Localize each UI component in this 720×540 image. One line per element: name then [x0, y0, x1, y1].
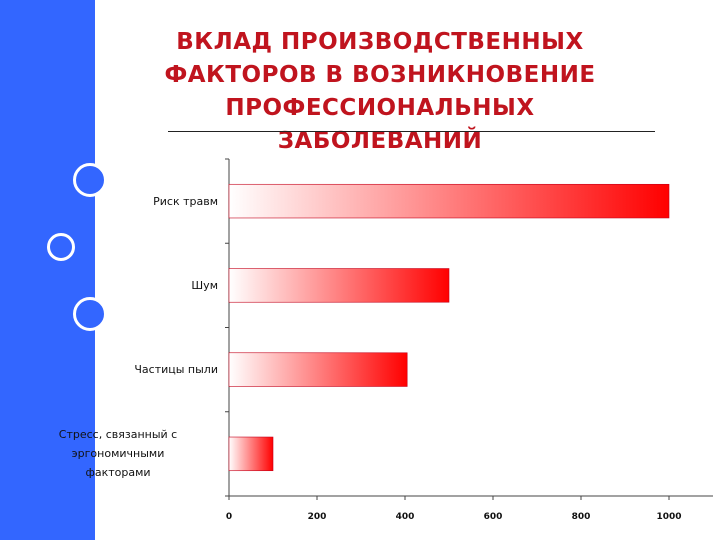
decor-circle-top — [73, 163, 107, 197]
category-label: Частицы пыли — [18, 360, 218, 379]
category-label: Риск травм — [18, 192, 218, 211]
bar — [228, 436, 274, 472]
category-label-line: Стресс, связанный с — [58, 428, 178, 442]
category-label-line: Частицы пыли — [134, 363, 218, 377]
title-divider — [168, 131, 655, 132]
x-tick-label: 400 — [396, 512, 415, 522]
category-label-line: эргономичными — [71, 447, 165, 461]
category-label-line: факторами — [85, 466, 151, 480]
bar — [228, 183, 670, 219]
category-label: Стресс, связанный с эргономичными факторам… — [18, 425, 218, 482]
x-tick-label: 200 — [308, 512, 327, 522]
category-label-line: Риск травм — [153, 194, 218, 208]
side-band — [0, 0, 95, 540]
decor-circle-bottom — [73, 297, 107, 331]
x-tick-label: 800 — [572, 512, 591, 522]
x-tick-label: 600 — [484, 512, 503, 522]
slide-title: ВКЛАД ПРОИЗВОДСТВЕННЫХ ФАКТОРОВ В ВОЗНИК… — [164, 29, 596, 154]
decor-circle-middle — [44, 230, 78, 264]
bar — [228, 268, 450, 303]
category-label: Шум — [18, 276, 218, 295]
x-tick-label: 1000 — [656, 512, 681, 522]
x-tick-label: 0 — [226, 512, 232, 522]
category-label-line: Шум — [191, 278, 218, 292]
bar — [228, 352, 408, 387]
